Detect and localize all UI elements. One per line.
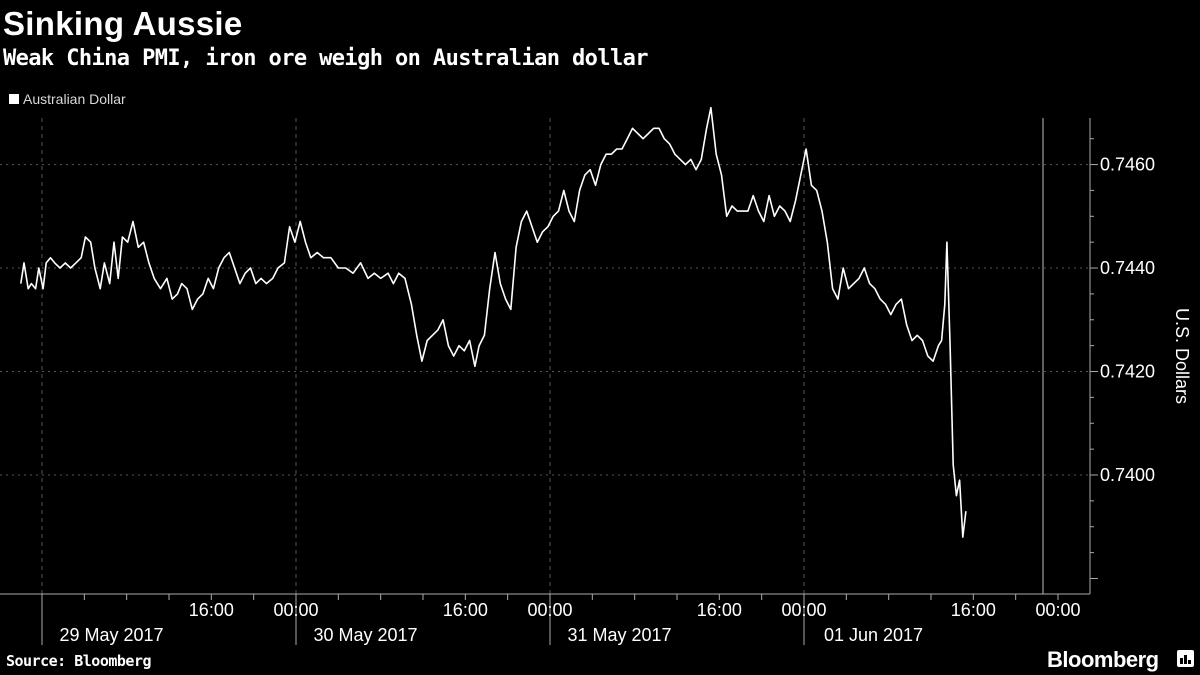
x-day-label: 31 May 2017 — [567, 625, 671, 645]
brand-logo-text: Bloomberg — [1047, 647, 1159, 672]
y-tick-label: 0.7400 — [1100, 465, 1155, 485]
x-time-label: 00:00 — [527, 600, 572, 620]
x-time-label: 00:00 — [273, 600, 318, 620]
y-tick-label: 0.7440 — [1100, 258, 1155, 278]
legend: Australian Dollar — [9, 91, 126, 107]
bloomberg-logo-icon — [1177, 650, 1194, 667]
x-day-label: 29 May 2017 — [59, 625, 163, 645]
series-group — [20, 106, 967, 538]
x-day-label: 30 May 2017 — [313, 625, 417, 645]
y-tick-labels: 0.7400 0.7420 0.7440 0.7460 — [1100, 155, 1155, 485]
grid-lines — [0, 118, 1090, 594]
x-time-label: 16:00 — [697, 600, 742, 620]
x-time-label: 00:00 — [781, 600, 826, 620]
x-time-label: 16:00 — [951, 600, 996, 620]
x-time-label: 16:00 — [443, 600, 488, 620]
x-time-label: 00:00 — [1035, 600, 1080, 620]
chart-subtitle: Weak China PMI, iron ore weigh on Austra… — [3, 46, 649, 71]
legend-swatch — [9, 94, 19, 104]
axes — [0, 118, 1098, 645]
y-tick-label: 0.7460 — [1100, 155, 1155, 175]
series-line-australian-dollar — [20, 106, 967, 538]
y-tick-label: 0.7420 — [1100, 362, 1155, 382]
chart-title: Sinking Aussie — [3, 5, 243, 42]
legend-label: Australian Dollar — [23, 91, 126, 107]
x-time-label: 16:00 — [189, 600, 234, 620]
x-tick-labels: 16:00 00:00 16:00 00:00 16:00 00:00 16:00 00:00… — [59, 600, 1080, 645]
source-note: Source: Bloomberg — [6, 652, 152, 670]
y-axis-title: U.S. Dollars — [1172, 308, 1192, 404]
x-day-label: 01 Jun 2017 — [824, 625, 923, 645]
